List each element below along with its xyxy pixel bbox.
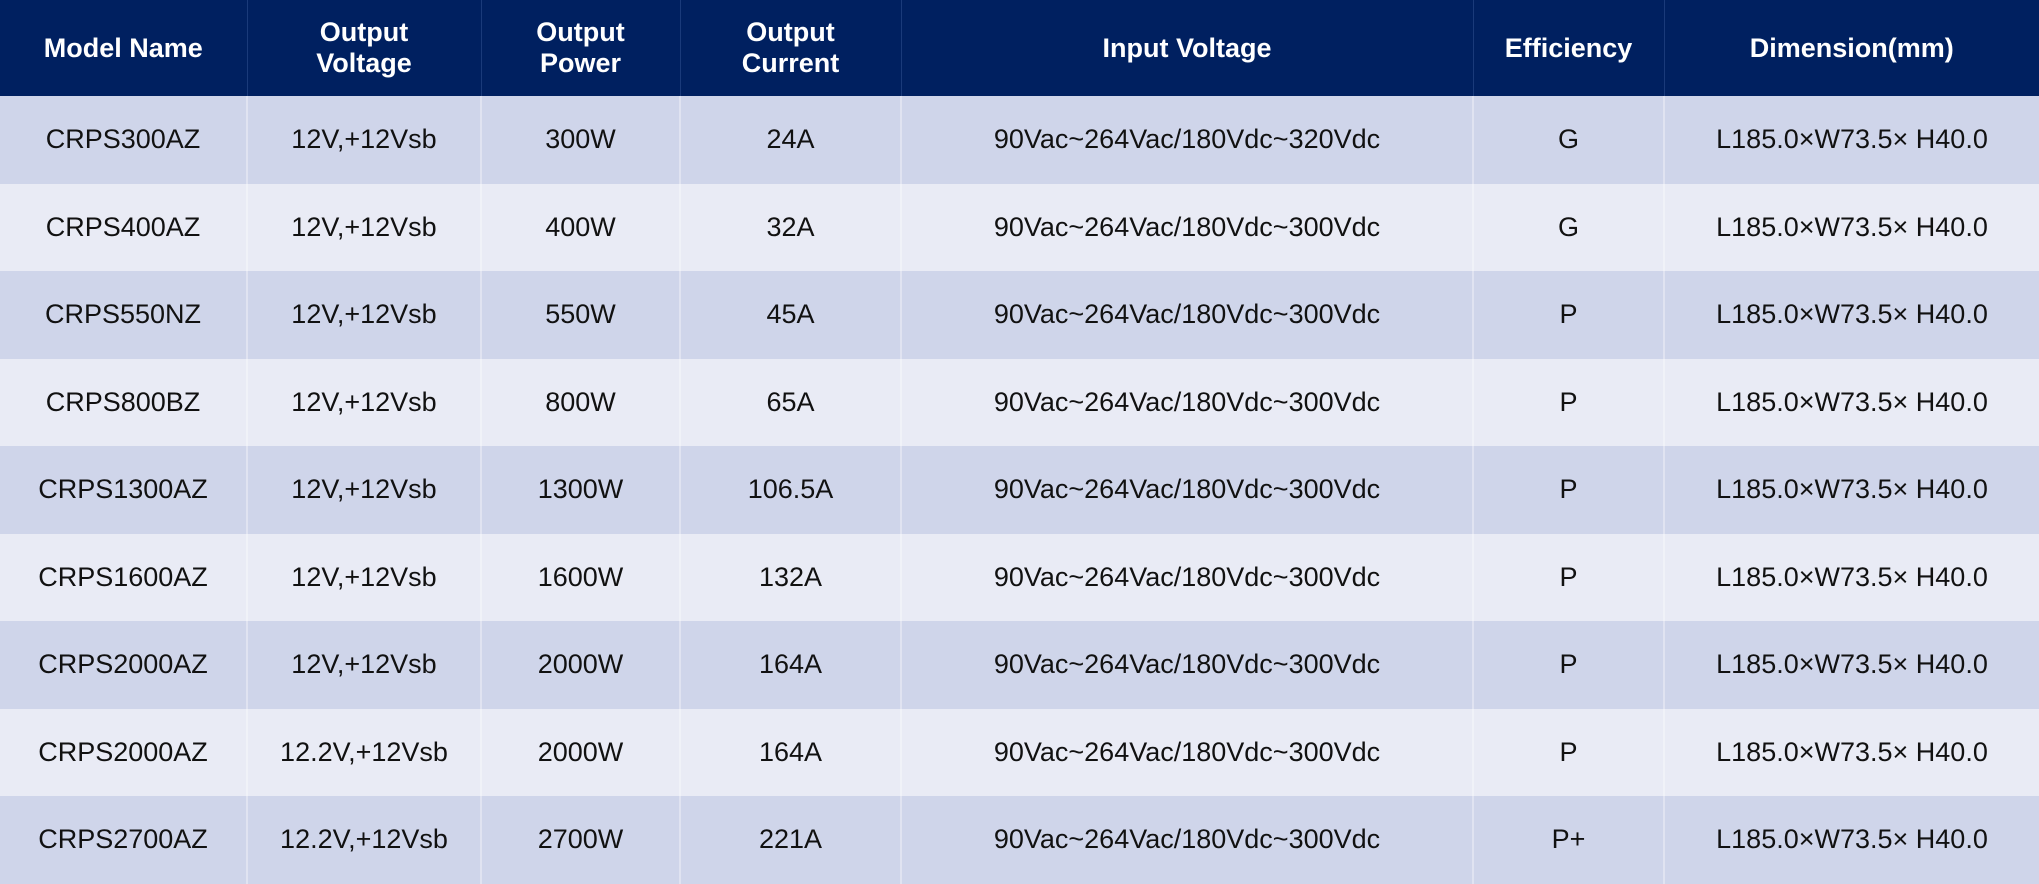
cell-input-voltage: 90Vac~264Vac/180Vdc~300Vdc	[901, 621, 1474, 709]
cell-model-name: CRPS400AZ	[0, 183, 248, 271]
table-row: CRPS2700AZ 12.2V,+12Vsb 2700W 221A 90Vac~264…	[0, 796, 2039, 884]
cell-output-voltage: 12V,+12Vsb	[247, 621, 482, 709]
cell-model-name: CRPS1600AZ	[0, 533, 248, 621]
cell-output-current: 164A	[680, 621, 902, 709]
cell-efficiency: P	[1473, 708, 1665, 796]
cell-dimension: L185.0×W73.5× H40.0	[1664, 796, 2039, 884]
table-row: CRPS2000AZ 12V,+12Vsb 2000W 164A 90Vac~264Va…	[0, 621, 2039, 709]
header-label-line: Input Voltage	[1102, 32, 1272, 63]
cell-output-power: 550W	[481, 271, 681, 359]
table-body: CRPS300AZ 12V,+12Vsb 300W 24A 90Vac~264Vac/1…	[0, 96, 2039, 884]
header-efficiency: Efficiency	[1473, 0, 1665, 96]
cell-efficiency: G	[1473, 96, 1665, 184]
table-row: CRPS800BZ 12V,+12Vsb 800W 65A 90Vac~264Vac/1…	[0, 358, 2039, 446]
header-label-line: Output	[536, 17, 625, 47]
cell-output-power: 1300W	[481, 446, 681, 534]
table-row: CRPS400AZ 12V,+12Vsb 400W 32A 90Vac~264Vac/1…	[0, 183, 2039, 271]
cell-output-current: 106.5A	[680, 446, 902, 534]
cell-efficiency: P	[1473, 621, 1665, 709]
cell-input-voltage: 90Vac~264Vac/180Vdc~320Vdc	[901, 96, 1474, 184]
table-row: CRPS300AZ 12V,+12Vsb 300W 24A 90Vac~264Vac/1…	[0, 96, 2039, 184]
cell-output-current: 164A	[680, 708, 902, 796]
cell-model-name: CRPS800BZ	[0, 358, 248, 446]
header-label-line: Output	[746, 17, 835, 47]
cell-model-name: CRPS550NZ	[0, 271, 248, 359]
table-row: CRPS2000AZ 12.2V,+12Vsb 2000W 164A 90Vac~264…	[0, 708, 2039, 796]
header-label-line: Model Name	[43, 32, 203, 63]
header-dimension: Dimension(mm)	[1664, 0, 2039, 96]
cell-output-power: 800W	[481, 358, 681, 446]
cell-output-power: 400W	[481, 183, 681, 271]
cell-input-voltage: 90Vac~264Vac/180Vdc~300Vdc	[901, 183, 1474, 271]
cell-input-voltage: 90Vac~264Vac/180Vdc~300Vdc	[901, 796, 1474, 884]
cell-efficiency: P+	[1473, 796, 1665, 884]
cell-model-name: CRPS2000AZ	[0, 708, 248, 796]
cell-model-name: CRPS2000AZ	[0, 621, 248, 709]
cell-dimension: L185.0×W73.5× H40.0	[1664, 708, 2039, 796]
cell-output-power: 2700W	[481, 796, 681, 884]
cell-output-voltage: 12V,+12Vsb	[247, 183, 482, 271]
header-label-line: Output	[319, 17, 409, 47]
cell-input-voltage: 90Vac~264Vac/180Vdc~300Vdc	[901, 533, 1474, 621]
cell-dimension: L185.0×W73.5× H40.0	[1664, 358, 2039, 446]
cell-output-current: 221A	[680, 796, 902, 884]
cell-input-voltage: 90Vac~264Vac/180Vdc~300Vdc	[901, 446, 1474, 534]
table-row: CRPS1600AZ 12V,+12Vsb 1600W 132A 90Vac~264Va…	[0, 533, 2039, 621]
cell-dimension: L185.0×W73.5× H40.0	[1664, 96, 2039, 184]
table-row: CRPS550NZ 12V,+12Vsb 550W 45A 90Vac~264Vac/1…	[0, 271, 2039, 359]
cell-dimension: L185.0×W73.5× H40.0	[1664, 183, 2039, 271]
cell-dimension: L185.0×W73.5× H40.0	[1664, 446, 2039, 534]
header-label-line: Dimension(mm)	[1749, 32, 1954, 63]
cell-output-voltage: 12.2V,+12Vsb	[247, 708, 482, 796]
cell-output-voltage: 12V,+12Vsb	[247, 533, 482, 621]
cell-dimension: L185.0×W73.5× H40.0	[1664, 271, 2039, 359]
table-row: CRPS1300AZ 12V,+12Vsb 1300W 106.5A 90Vac~264…	[0, 446, 2039, 534]
cell-output-voltage: 12V,+12Vsb	[247, 446, 482, 534]
header-model-name: Model Name	[0, 0, 248, 96]
header-label-line: Voltage	[316, 48, 412, 78]
header-row: Model Name Output Voltage Output Power Output…	[0, 0, 2039, 96]
cell-dimension: L185.0×W73.5× H40.0	[1664, 533, 2039, 621]
cell-output-voltage: 12V,+12Vsb	[247, 96, 482, 184]
header-output-voltage: Output Voltage	[247, 0, 482, 96]
cell-input-voltage: 90Vac~264Vac/180Vdc~300Vdc	[901, 708, 1474, 796]
cell-dimension: L185.0×W73.5× H40.0	[1664, 621, 2039, 709]
cell-output-power: 2000W	[481, 708, 681, 796]
cell-output-current: 32A	[680, 183, 902, 271]
cell-output-voltage: 12V,+12Vsb	[247, 358, 482, 446]
header-label-line: Efficiency	[1504, 32, 1633, 63]
cell-output-power: 2000W	[481, 621, 681, 709]
cell-output-current: 24A	[680, 96, 902, 184]
header-output-power: Output Power	[481, 0, 681, 96]
cell-output-current: 132A	[680, 533, 902, 621]
cell-input-voltage: 90Vac~264Vac/180Vdc~300Vdc	[901, 271, 1474, 359]
cell-efficiency: P	[1473, 446, 1665, 534]
cell-model-name: CRPS300AZ	[0, 96, 248, 184]
cell-output-voltage: 12.2V,+12Vsb	[247, 796, 482, 884]
header-output-current: Output Current	[680, 0, 902, 96]
header-label-line: Power	[539, 48, 622, 78]
cell-input-voltage: 90Vac~264Vac/180Vdc~300Vdc	[901, 358, 1474, 446]
header-input-voltage: Input Voltage	[901, 0, 1474, 96]
cell-model-name: CRPS1300AZ	[0, 446, 248, 534]
cell-model-name: CRPS2700AZ	[0, 796, 248, 884]
cell-efficiency: P	[1473, 533, 1665, 621]
cell-output-power: 1600W	[481, 533, 681, 621]
cell-output-current: 45A	[680, 271, 902, 359]
cell-efficiency: P	[1473, 358, 1665, 446]
cell-efficiency: P	[1473, 271, 1665, 359]
cell-efficiency: G	[1473, 183, 1665, 271]
cell-output-power: 300W	[481, 96, 681, 184]
cell-output-current: 65A	[680, 358, 902, 446]
cell-output-voltage: 12V,+12Vsb	[247, 271, 482, 359]
header-label-line: Current	[741, 48, 840, 78]
